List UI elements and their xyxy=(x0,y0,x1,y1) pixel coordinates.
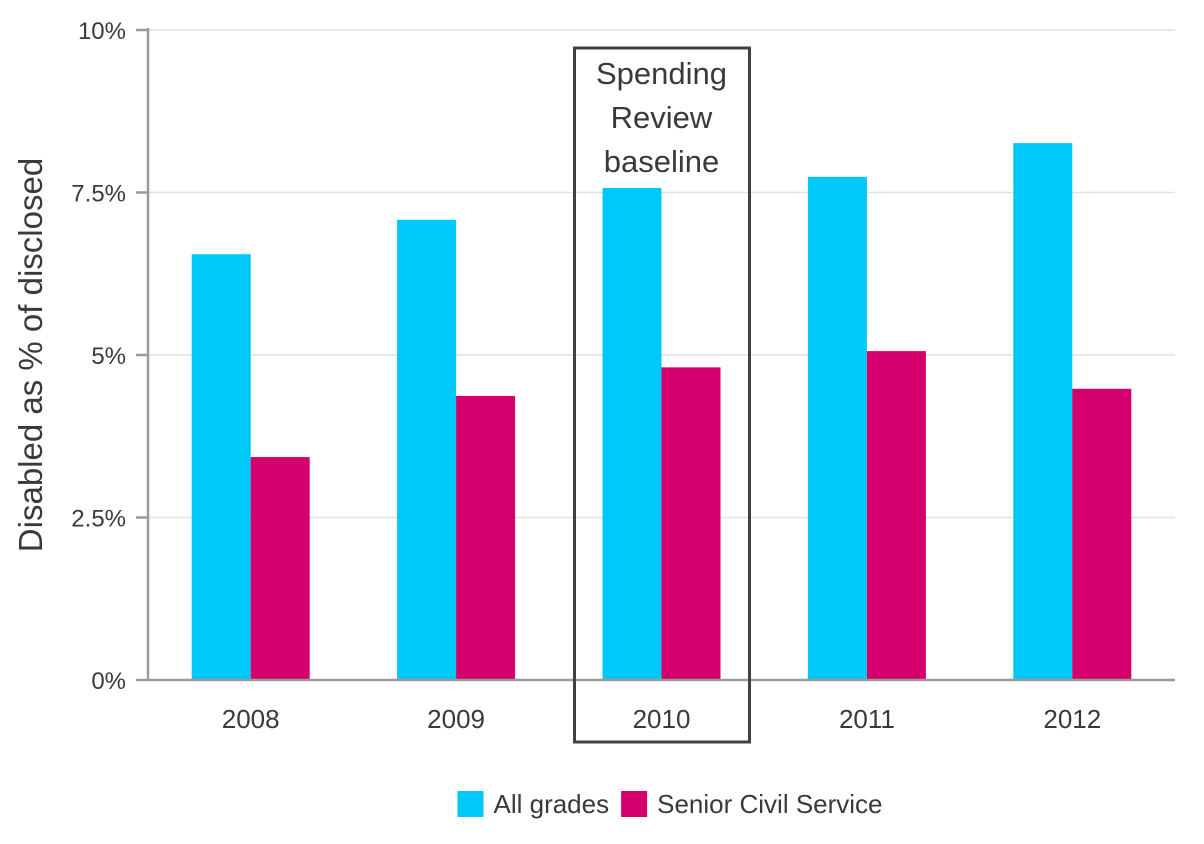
y-tick-label: 10% xyxy=(78,18,126,45)
axes xyxy=(136,28,1175,682)
legend-label: All grades xyxy=(493,789,609,819)
x-tick-label: 2009 xyxy=(427,704,485,734)
legend-label: Senior Civil Service xyxy=(657,789,882,819)
legend-swatch xyxy=(621,791,648,817)
bar-senior-civil-service-2008 xyxy=(250,457,310,680)
x-tick-label: 2012 xyxy=(1043,704,1101,734)
bar-senior-civil-service-2012 xyxy=(1072,388,1132,680)
bars xyxy=(191,143,1132,681)
y-tick-label: 7.5% xyxy=(71,181,126,208)
annotation-text: baseline xyxy=(604,144,719,179)
y-tick-labels: 0% 2.5% 5% 7.5% 10% xyxy=(71,18,126,695)
bar-senior-civil-service-2011 xyxy=(866,351,926,680)
bar-senior-civil-service-2010 xyxy=(661,367,721,680)
bar-all-grades-2012 xyxy=(1013,143,1073,681)
legend-item: Senior Civil Service xyxy=(621,789,883,819)
y-tick-label: 2.5% xyxy=(71,506,126,533)
legend: All grades Senior Civil Service xyxy=(457,789,883,819)
legend-item: All grades xyxy=(457,789,609,819)
bar-all-grades-2008 xyxy=(191,254,251,680)
annotation-text: Review xyxy=(611,100,713,135)
bar-all-grades-2011 xyxy=(807,176,867,680)
y-tick-label: 0% xyxy=(91,668,126,695)
x-tick-label: 2010 xyxy=(633,704,691,734)
bar-all-grades-2009 xyxy=(397,219,457,681)
x-tick-labels: 2008 2009 2010 2011 2012 xyxy=(222,704,1101,734)
spending-review-annotation: Spending Review baseline xyxy=(573,46,751,744)
x-tick-label: 2011 xyxy=(839,704,895,734)
bar-all-grades-2010 xyxy=(602,187,662,680)
y-tick-label: 5% xyxy=(91,343,126,370)
legend-swatch xyxy=(457,791,484,817)
x-tick-label: 2008 xyxy=(222,704,280,734)
y-axis-label: Disabled as % of disclosed xyxy=(12,158,49,552)
annotation-box xyxy=(573,46,751,744)
bar-senior-civil-service-2009 xyxy=(456,395,516,680)
annotation-text: Spending xyxy=(596,56,727,91)
